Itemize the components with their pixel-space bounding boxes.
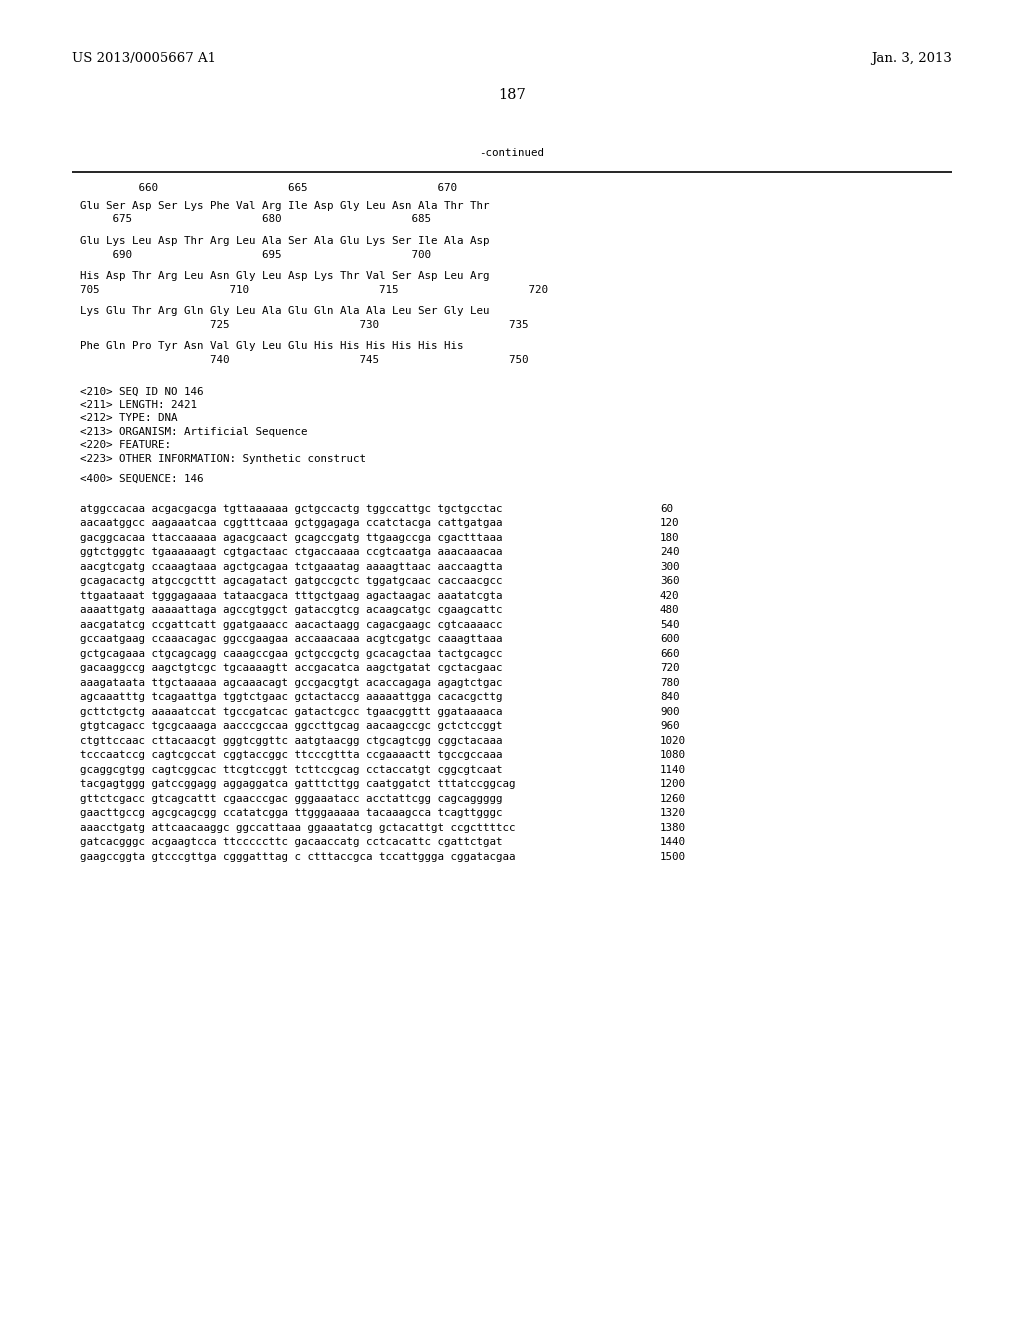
Text: 840: 840 [660, 692, 680, 702]
Text: gttctcgacc gtcagcattt cgaacccgac gggaaatacc acctattcgg cagcaggggg: gttctcgacc gtcagcattt cgaacccgac gggaaat… [80, 793, 503, 804]
Text: gctgcagaaa ctgcagcagg caaagccgaa gctgccgctg gcacagctaa tactgcagcc: gctgcagaaa ctgcagcagg caaagccgaa gctgccg… [80, 648, 503, 659]
Text: 180: 180 [660, 533, 680, 543]
Text: gccaatgaag ccaaacagac ggccgaagaa accaaacaaa acgtcgatgc caaagttaaa: gccaatgaag ccaaacagac ggccgaagaa accaaac… [80, 634, 503, 644]
Text: gaacttgccg agcgcagcgg ccatatcgga ttgggaaaaa tacaaagcca tcagttgggc: gaacttgccg agcgcagcgg ccatatcgga ttgggaa… [80, 808, 503, 818]
Text: aaacctgatg attcaacaaggc ggccattaaa ggaaatatcg gctacattgt ccgcttttcc: aaacctgatg attcaacaaggc ggccattaaa ggaaa… [80, 822, 515, 833]
Text: <220> FEATURE:: <220> FEATURE: [80, 441, 171, 450]
Text: tcccaatccg cagtcgccat cggtaccggc ttcccgttta ccgaaaactt tgccgccaaa: tcccaatccg cagtcgccat cggtaccggc ttcccgt… [80, 750, 503, 760]
Text: 725                    730                    735: 725 730 735 [80, 319, 528, 330]
Text: 540: 540 [660, 619, 680, 630]
Text: <212> TYPE: DNA: <212> TYPE: DNA [80, 413, 177, 424]
Text: 1140: 1140 [660, 764, 686, 775]
Text: gcagacactg atgccgcttt agcagatact gatgccgctc tggatgcaac caccaacgcc: gcagacactg atgccgcttt agcagatact gatgccg… [80, 576, 503, 586]
Text: 1200: 1200 [660, 779, 686, 789]
Text: 480: 480 [660, 605, 680, 615]
Text: 120: 120 [660, 519, 680, 528]
Text: aacgtcgatg ccaaagtaaa agctgcagaa tctgaaatag aaaagttaac aaccaagtta: aacgtcgatg ccaaagtaaa agctgcagaa tctgaaa… [80, 561, 503, 572]
Text: gcaggcgtgg cagtcggcac ttcgtccggt tcttccgcag cctaccatgt cggcgtcaat: gcaggcgtgg cagtcggcac ttcgtccggt tcttccg… [80, 764, 503, 775]
Text: 960: 960 [660, 721, 680, 731]
Text: 420: 420 [660, 590, 680, 601]
Text: <400> SEQUENCE: 146: <400> SEQUENCE: 146 [80, 474, 204, 484]
Text: His Asp Thr Arg Leu Asn Gly Leu Asp Lys Thr Val Ser Asp Leu Arg: His Asp Thr Arg Leu Asn Gly Leu Asp Lys … [80, 271, 489, 281]
Text: 1020: 1020 [660, 735, 686, 746]
Text: atggccacaa acgacgacga tgttaaaaaa gctgccactg tggccattgc tgctgcctac: atggccacaa acgacgacga tgttaaaaaa gctgcca… [80, 504, 503, 513]
Text: Lys Glu Thr Arg Gln Gly Leu Ala Glu Gln Ala Ala Leu Ser Gly Leu: Lys Glu Thr Arg Gln Gly Leu Ala Glu Gln … [80, 306, 489, 317]
Text: 675                    680                    685: 675 680 685 [80, 214, 431, 224]
Text: aaagataata ttgctaaaaa agcaaacagt gccgacgtgt acaccagaga agagtctgac: aaagataata ttgctaaaaa agcaaacagt gccgacg… [80, 677, 503, 688]
Text: Glu Ser Asp Ser Lys Phe Val Arg Ile Asp Gly Leu Asn Ala Thr Thr: Glu Ser Asp Ser Lys Phe Val Arg Ile Asp … [80, 201, 489, 211]
Text: Phe Gln Pro Tyr Asn Val Gly Leu Glu His His His His His His: Phe Gln Pro Tyr Asn Val Gly Leu Glu His … [80, 342, 464, 351]
Text: ttgaataaat tgggagaaaa tataacgaca tttgctgaag agactaagac aaatatcgta: ttgaataaat tgggagaaaa tataacgaca tttgctg… [80, 590, 503, 601]
Text: ctgttccaac cttacaacgt gggtcggttc aatgtaacgg ctgcagtcgg cggctacaaa: ctgttccaac cttacaacgt gggtcggttc aatgtaa… [80, 735, 503, 746]
Text: ggtctgggtc tgaaaaaagt cgtgactaac ctgaccaaaa ccgtcaatga aaacaaacaa: ggtctgggtc tgaaaaaagt cgtgactaac ctgacca… [80, 548, 503, 557]
Text: 360: 360 [660, 576, 680, 586]
Text: 740                    745                    750: 740 745 750 [80, 355, 528, 364]
Text: 660: 660 [660, 648, 680, 659]
Text: gtgtcagacc tgcgcaaaga aacccgccaa ggccttgcag aacaagccgc gctctccggt: gtgtcagacc tgcgcaaaga aacccgccaa ggccttg… [80, 721, 503, 731]
Text: 1320: 1320 [660, 808, 686, 818]
Text: 1440: 1440 [660, 837, 686, 847]
Text: Glu Lys Leu Asp Thr Arg Leu Ala Ser Ala Glu Lys Ser Ile Ala Asp: Glu Lys Leu Asp Thr Arg Leu Ala Ser Ala … [80, 236, 489, 246]
Text: agcaaatttg tcagaattga tggtctgaac gctactaccg aaaaattgga cacacgcttg: agcaaatttg tcagaattga tggtctgaac gctacta… [80, 692, 503, 702]
Text: aacgatatcg ccgattcatt ggatgaaacc aacactaagg cagacgaagc cgtcaaaacc: aacgatatcg ccgattcatt ggatgaaacc aacacta… [80, 619, 503, 630]
Text: 240: 240 [660, 548, 680, 557]
Text: gacaaggccg aagctgtcgc tgcaaaagtt accgacatca aagctgatat cgctacgaac: gacaaggccg aagctgtcgc tgcaaaagtt accgaca… [80, 663, 503, 673]
Text: 1380: 1380 [660, 822, 686, 833]
Text: 720: 720 [660, 663, 680, 673]
Text: 1260: 1260 [660, 793, 686, 804]
Text: 1080: 1080 [660, 750, 686, 760]
Text: US 2013/0005667 A1: US 2013/0005667 A1 [72, 51, 216, 65]
Text: Jan. 3, 2013: Jan. 3, 2013 [871, 51, 952, 65]
Text: aaaattgatg aaaaattaga agccgtggct gataccgtcg acaagcatgc cgaagcattc: aaaattgatg aaaaattaga agccgtggct gataccg… [80, 605, 503, 615]
Text: 187: 187 [498, 88, 526, 102]
Text: aacaatggcc aagaaatcaa cggtttcaaa gctggagaga ccatctacga cattgatgaa: aacaatggcc aagaaatcaa cggtttcaaa gctggag… [80, 519, 503, 528]
Text: 660                    665                    670: 660 665 670 [80, 183, 457, 193]
Text: 300: 300 [660, 561, 680, 572]
Text: 60: 60 [660, 504, 673, 513]
Text: gatcacgggc acgaagtcca ttcccccttc gacaaccatg cctcacattc cgattctgat: gatcacgggc acgaagtcca ttcccccttc gacaacc… [80, 837, 503, 847]
Text: 705                    710                    715                    720: 705 710 715 720 [80, 285, 548, 294]
Text: 780: 780 [660, 677, 680, 688]
Text: <213> ORGANISM: Artificial Sequence: <213> ORGANISM: Artificial Sequence [80, 426, 307, 437]
Text: gcttctgctg aaaaatccat tgccgatcac gatactcgcc tgaacggttt ggataaaaca: gcttctgctg aaaaatccat tgccgatcac gatactc… [80, 706, 503, 717]
Text: -continued: -continued [479, 148, 545, 158]
Text: 900: 900 [660, 706, 680, 717]
Text: <223> OTHER INFORMATION: Synthetic construct: <223> OTHER INFORMATION: Synthetic const… [80, 454, 366, 463]
Text: gacggcacaa ttaccaaaaa agacgcaact gcagccgatg ttgaagccga cgactttaaa: gacggcacaa ttaccaaaaa agacgcaact gcagccg… [80, 533, 503, 543]
Text: 690                    695                    700: 690 695 700 [80, 249, 431, 260]
Text: <210> SEQ ID NO 146: <210> SEQ ID NO 146 [80, 387, 204, 396]
Text: gaagccggta gtcccgttga cgggatttag c ctttaccgca tccattggga cggatacgaa: gaagccggta gtcccgttga cgggatttag c cttta… [80, 851, 515, 862]
Text: <211> LENGTH: 2421: <211> LENGTH: 2421 [80, 400, 197, 411]
Text: 600: 600 [660, 634, 680, 644]
Text: tacgagtggg gatccggagg aggaggatca gatttcttgg caatggatct tttatccggcag: tacgagtggg gatccggagg aggaggatca gatttct… [80, 779, 515, 789]
Text: 1500: 1500 [660, 851, 686, 862]
